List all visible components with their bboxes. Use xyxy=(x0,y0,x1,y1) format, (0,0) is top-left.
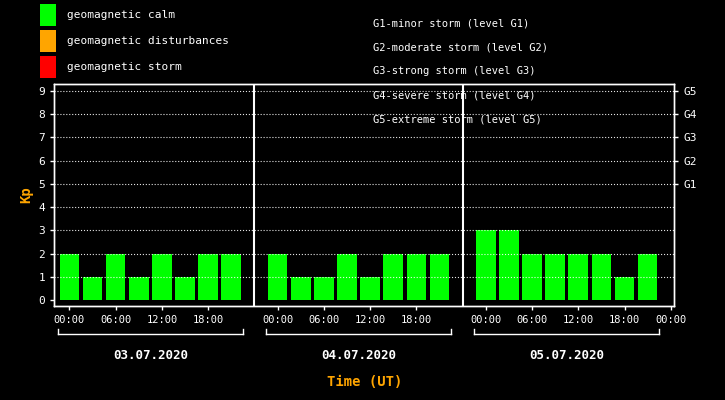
Bar xyxy=(152,254,172,300)
Bar xyxy=(221,254,241,300)
Bar xyxy=(499,230,518,300)
Bar xyxy=(83,277,102,300)
Text: G5-extreme storm (level G5): G5-extreme storm (level G5) xyxy=(373,114,542,124)
Bar xyxy=(592,254,611,300)
Bar xyxy=(175,277,195,300)
Bar xyxy=(430,254,450,300)
Bar xyxy=(199,254,218,300)
Bar xyxy=(545,254,565,300)
Bar xyxy=(106,254,125,300)
Text: Time (UT): Time (UT) xyxy=(327,375,402,389)
Bar xyxy=(337,254,357,300)
Bar xyxy=(291,277,310,300)
Text: G2-moderate storm (level G2): G2-moderate storm (level G2) xyxy=(373,42,548,52)
Bar xyxy=(407,254,426,300)
Bar xyxy=(522,254,542,300)
Text: 05.07.2020: 05.07.2020 xyxy=(529,349,604,362)
Bar xyxy=(268,254,287,300)
Text: G1-minor storm (level G1): G1-minor storm (level G1) xyxy=(373,18,530,28)
Text: geomagnetic calm: geomagnetic calm xyxy=(67,10,175,20)
Bar xyxy=(568,254,588,300)
Bar xyxy=(314,277,334,300)
Text: 04.07.2020: 04.07.2020 xyxy=(321,349,396,362)
Text: 03.07.2020: 03.07.2020 xyxy=(113,349,188,362)
Bar xyxy=(476,230,496,300)
Text: G3-strong storm (level G3): G3-strong storm (level G3) xyxy=(373,66,536,76)
Text: geomagnetic disturbances: geomagnetic disturbances xyxy=(67,36,228,46)
Text: G4-severe storm (level G4): G4-severe storm (level G4) xyxy=(373,90,536,100)
Bar xyxy=(615,277,634,300)
Bar xyxy=(129,277,149,300)
Bar xyxy=(59,254,79,300)
Bar xyxy=(360,277,380,300)
Text: geomagnetic storm: geomagnetic storm xyxy=(67,62,181,72)
Bar xyxy=(384,254,403,300)
Y-axis label: Kp: Kp xyxy=(19,187,33,203)
Bar xyxy=(638,254,658,300)
